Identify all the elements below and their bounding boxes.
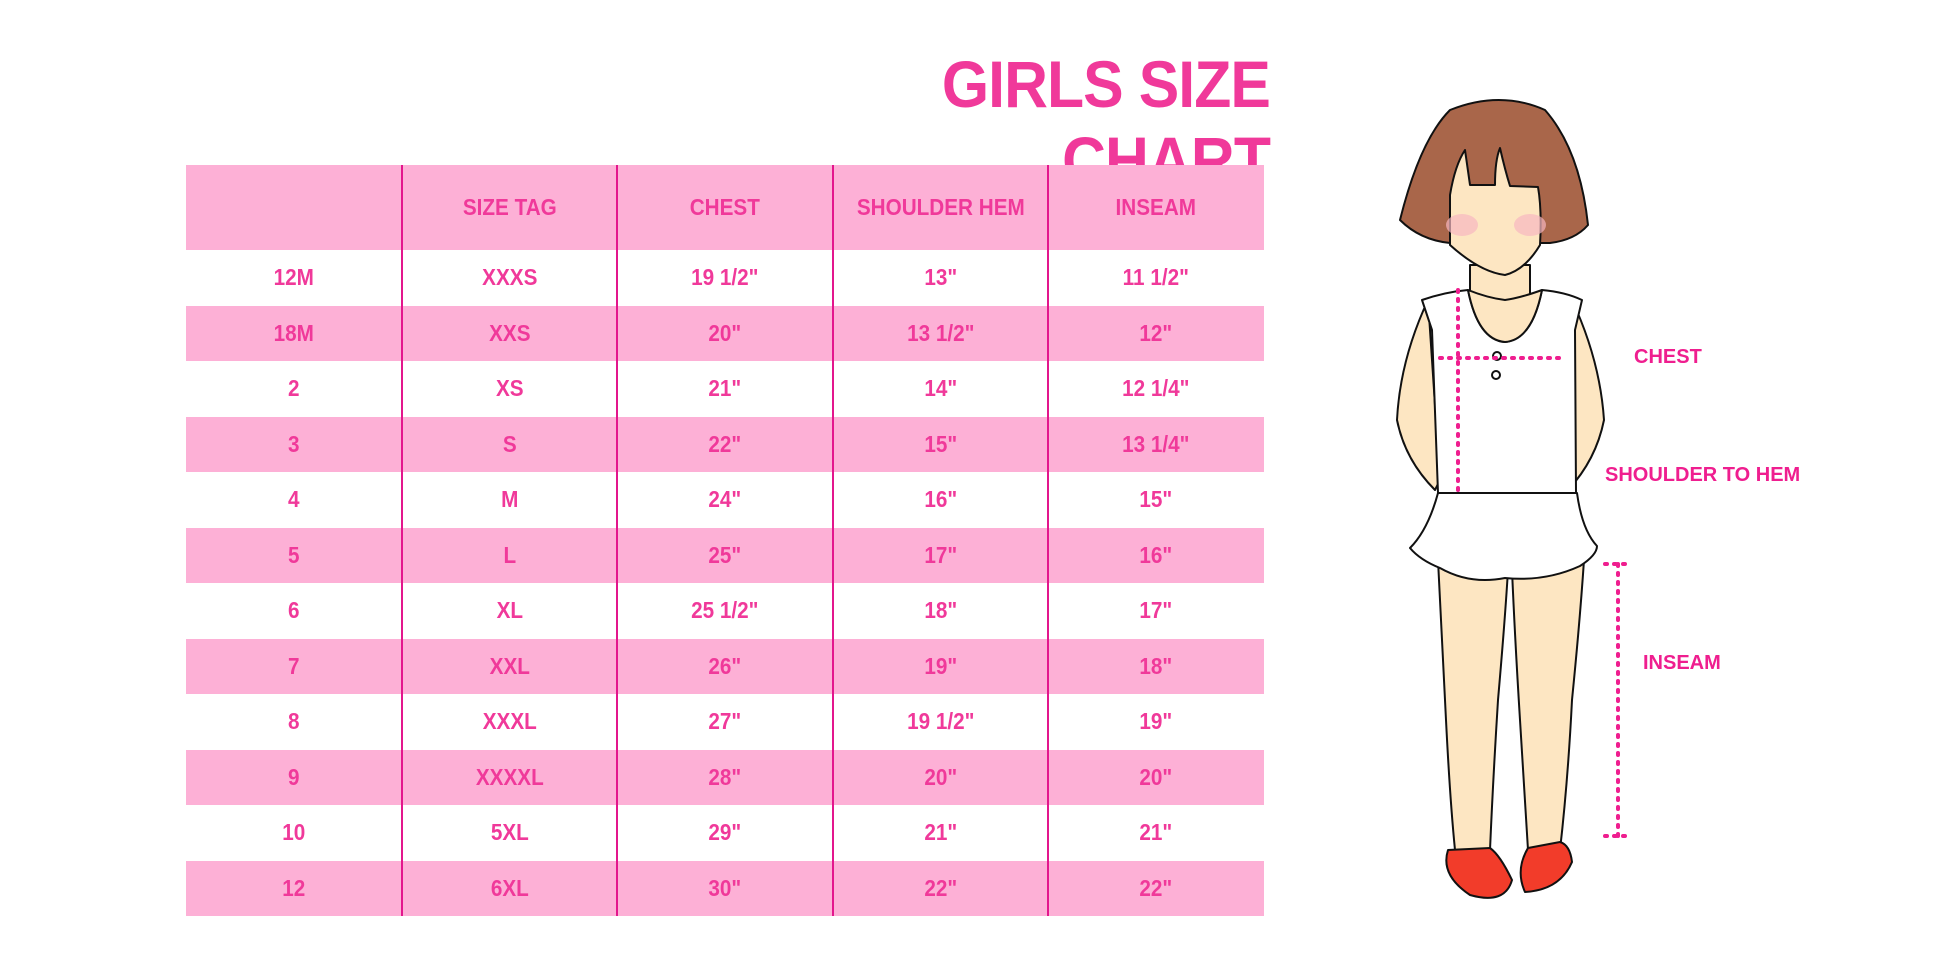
table-row: 6 XL 25 1/2" 18" 17" (186, 583, 1264, 639)
table-cell: S (502, 430, 517, 457)
column-divider (1047, 165, 1050, 916)
table-cell: 25" (708, 541, 742, 568)
table-cell: 19" (924, 652, 958, 679)
table-cell: 19" (1139, 708, 1173, 735)
table-cell: 26" (708, 652, 742, 679)
table-row: 12M XXXS 19 1/2" 13" 11 1/2" (186, 250, 1264, 306)
table-cell: XXXS (481, 264, 538, 291)
face (1449, 147, 1542, 276)
inseam-label: INSEAM (1643, 652, 1721, 674)
table-cell: XXXL (482, 708, 537, 735)
table-row: 10 5XL 29" 21" 21" (186, 805, 1264, 861)
table-cell: 13" (924, 264, 958, 291)
table-cell: 20" (1139, 763, 1173, 790)
table-cell: 17" (924, 541, 958, 568)
table-cell: 14" (924, 375, 958, 402)
table-row: 3 S 22" 15" 13 1/4" (186, 416, 1264, 472)
table-row: 7 XXL 26" 19" 18" (186, 638, 1264, 694)
skirt (1409, 492, 1598, 581)
age-cell: 3 (288, 430, 300, 457)
table-cell: 19 1/2" (906, 708, 975, 735)
table-cell: 24" (708, 486, 742, 513)
left-leg (1437, 559, 1509, 851)
page-title: GIRLS SIZE CHART (941, 47, 1271, 197)
table-cell: CHEST (689, 194, 761, 220)
chest-label: CHEST (1634, 346, 1702, 368)
table-cell: 20" (924, 763, 958, 790)
table-row: 2 XS 21" 14" 12 1/4" (186, 361, 1264, 417)
shoulder-to-hem-label: SHOULDER TO HEM (1605, 464, 1801, 486)
table-cell: XXS (488, 319, 531, 346)
age-cell: 7 (288, 652, 300, 679)
table-cell: 11 1/2" (1123, 264, 1190, 291)
table-cell: 28" (708, 763, 742, 790)
table-cell: SHOULDER HEM (856, 194, 1025, 220)
age-cell: 5 (288, 541, 300, 568)
table-row: 9 XXXXL 28" 20" 20" (186, 749, 1264, 805)
size-chart-table: SIZE TAG CHEST SHOULDER HEM INSEAM 12M XXXS 19… (186, 165, 1264, 916)
column-divider (400, 165, 403, 916)
table-cell: XS (495, 375, 524, 402)
table-cell: 22" (1139, 874, 1173, 901)
table-cell: 17" (1139, 597, 1173, 624)
table-header-row: SIZE TAG CHEST SHOULDER HEM INSEAM (186, 165, 1264, 250)
age-cell: 6 (288, 597, 300, 624)
table-cell: 12" (1139, 319, 1173, 346)
age-cell: 12M (273, 264, 314, 291)
table-cell: 19 1/2" (691, 264, 759, 291)
age-cell: 18M (273, 319, 314, 346)
table-row: 12 6XL 30" 22" 22" (186, 860, 1264, 916)
table-cell: 21" (924, 819, 958, 846)
table-cell: 25 1/2" (691, 597, 759, 624)
right-shoe (1519, 841, 1573, 893)
table-cell: 15" (924, 430, 958, 457)
table-cell: 16" (924, 486, 958, 513)
table-row: 8 XXXL 27" 19 1/2" 19" (186, 694, 1264, 750)
table-cell: 15" (1139, 486, 1173, 513)
table-cell: 18" (924, 597, 958, 624)
table-cell: 30" (708, 874, 742, 901)
table-cell: XXXXL (475, 763, 544, 790)
right-leg (1511, 559, 1585, 851)
table-cell: 16" (1139, 541, 1173, 568)
table-cell: 22" (708, 430, 742, 457)
left-arm (1396, 299, 1441, 491)
table-row: 5 L 25" 17" 16" (186, 527, 1264, 583)
table-row: 4 M 24" 16" 15" (186, 472, 1264, 528)
table-cell: 22" (924, 874, 958, 901)
table-row: 18M XXS 20" 13 1/2" 12" (186, 305, 1264, 361)
table-cell: 29" (708, 819, 742, 846)
table-cell: 12 1/4" (1122, 375, 1190, 402)
age-cell: 9 (288, 763, 300, 790)
column-divider (616, 165, 619, 916)
age-cell: 8 (288, 708, 300, 735)
age-cell: 4 (288, 486, 300, 513)
table-cell: L (503, 541, 516, 568)
table-cell: 6XL (490, 874, 529, 901)
table-cell: 20" (708, 319, 742, 346)
table-cell: M (500, 486, 519, 513)
age-cell: 12 (282, 874, 306, 901)
table-cell: XXL (489, 652, 530, 679)
table-cell: 13 1/4" (1122, 430, 1190, 457)
table-cell: 13 1/2" (906, 319, 975, 346)
table-cell: SIZE TAG (462, 194, 557, 220)
table-cell: 21" (708, 375, 742, 402)
table-cell: 5XL (490, 819, 529, 846)
age-cell: 2 (288, 375, 300, 402)
column-divider (831, 165, 834, 916)
table-cell: INSEAM (1115, 194, 1197, 220)
left-shoe (1445, 847, 1513, 899)
table-cell: 27" (708, 708, 742, 735)
table-cell: XL (496, 597, 523, 624)
table-cell: 21" (1139, 819, 1173, 846)
table-cell: 18" (1139, 652, 1173, 679)
age-cell: 10 (282, 819, 306, 846)
